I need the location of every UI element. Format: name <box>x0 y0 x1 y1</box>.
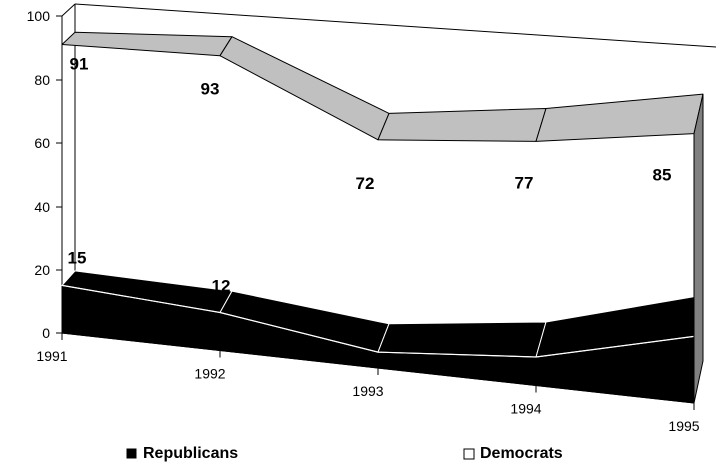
back-top-corner <box>61 3 76 17</box>
y-axis: 0 20 40 60 80 100 <box>27 8 62 341</box>
republicans-value-label: 5 <box>366 320 375 339</box>
y-tick-label: 0 <box>42 325 50 341</box>
y-tick-label: 100 <box>27 8 51 24</box>
y-tick: 0 <box>42 325 62 341</box>
republicans-value-label: 15 <box>68 248 87 267</box>
legend: Republicans Democrats <box>126 445 563 462</box>
x-tick-label: 1991 <box>36 348 67 364</box>
democrats-ribbon-segment <box>377 108 547 142</box>
x-tick-label: 1992 <box>194 366 225 382</box>
democrats-value-label: 85 <box>653 166 672 185</box>
y-tick-label: 60 <box>34 135 50 151</box>
y-tick: 60 <box>34 135 62 151</box>
series-end-cap <box>693 93 704 404</box>
legend-swatch <box>126 448 137 459</box>
republicans-top-segment <box>377 321 547 358</box>
legend-item-democrats: Democrats <box>463 445 563 462</box>
data-labels: 91 15 93 12 72 5 77 9 85 21 <box>68 55 681 347</box>
y-tick: 20 <box>34 262 62 278</box>
y-tick-label: 80 <box>34 72 50 88</box>
y-tick-label: 40 <box>34 199 50 215</box>
legend-swatch <box>463 448 475 460</box>
democrats-value-label: 77 <box>515 173 534 192</box>
y-tick-label: 20 <box>34 262 50 278</box>
legend-label: Republicans <box>143 445 238 462</box>
y-tick: 100 <box>27 8 62 24</box>
x-tick-label: 1994 <box>510 401 541 417</box>
series-layer <box>61 31 704 404</box>
back-top-edge <box>74 3 716 48</box>
y-tick: 40 <box>34 199 62 215</box>
y-tick: 80 <box>34 72 62 88</box>
democrats-value-label: 91 <box>70 55 89 74</box>
chart-frame <box>61 3 716 333</box>
democrats-ribbon-segment <box>535 93 704 142</box>
legend-item-republicans: Republicans <box>126 445 238 462</box>
republicans-edge-line <box>61 284 695 358</box>
democrats-value-label: 72 <box>356 174 375 193</box>
legend-label: Democrats <box>480 445 563 462</box>
x-tick-label: 1993 <box>352 383 383 399</box>
x-axis: 1991 1992 1993 1994 1995 <box>36 332 700 434</box>
republicans-value-label: 9 <box>528 328 537 347</box>
democrats-ribbon-segment <box>61 31 233 57</box>
democrats-value-label: 93 <box>201 80 220 99</box>
democrats-ribbon-segment <box>219 36 390 141</box>
republicans-value-label: 12 <box>212 276 231 295</box>
republicans-value-label: 21 <box>662 308 681 327</box>
x-tick-label: 1995 <box>668 418 699 434</box>
